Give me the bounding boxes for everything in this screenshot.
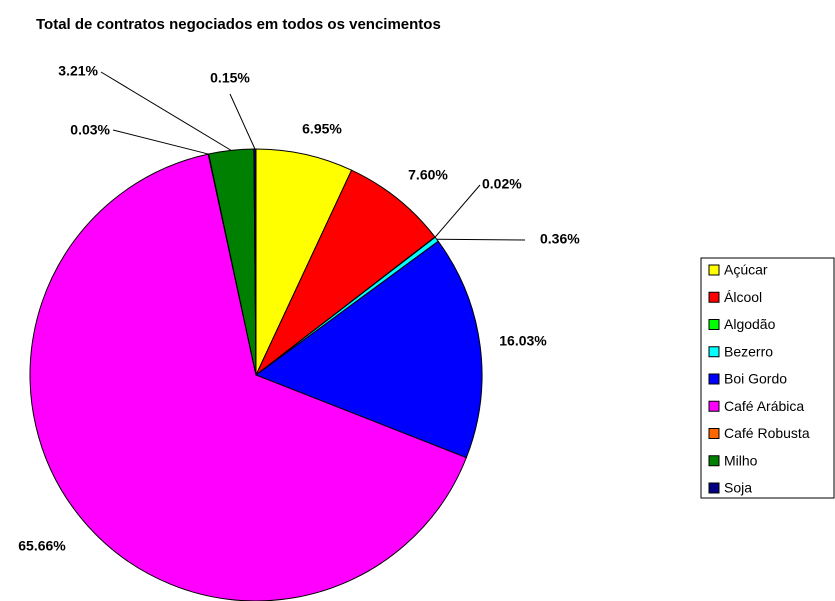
legend-swatch [708, 400, 720, 412]
data-label: 65.66% [18, 538, 66, 554]
legend-swatch [708, 291, 720, 303]
legend-box [700, 257, 835, 499]
legend-label: Soja [724, 480, 752, 496]
data-label: 7.60% [408, 167, 448, 183]
pie-slice [29, 153, 468, 601]
leader-line [434, 184, 481, 238]
legend-label: Milho [724, 452, 758, 468]
legend-label: Café Robusta [724, 425, 810, 441]
legend-swatch [708, 428, 720, 439]
legend-swatch [708, 264, 720, 276]
legend-label: Café Arábica [724, 398, 804, 414]
data-label: 0.02% [482, 176, 522, 192]
legend-label: Bezerro [724, 343, 773, 359]
pie-slice [255, 169, 436, 376]
data-label: 0.36% [540, 231, 580, 247]
legend-swatch [708, 373, 720, 385]
data-label: 0.03% [70, 122, 110, 138]
leader-line [229, 93, 256, 150]
leader-line [436, 238, 526, 241]
data-label: 6.95% [302, 121, 342, 137]
leader-line [100, 71, 232, 151]
legend-swatch [708, 346, 720, 358]
legend-label: Boi Gordo [724, 371, 787, 387]
chart-title: Total de contratos negociados em todos o… [36, 16, 441, 33]
pie-slice [254, 240, 483, 459]
legend-label: Algodão [724, 316, 776, 332]
leader-line [112, 129, 209, 155]
legend-swatch [708, 482, 720, 494]
legend-swatch [708, 455, 720, 467]
legend-label: Açúcar [724, 262, 768, 278]
data-label: 16.03% [499, 333, 547, 349]
data-label: 3.21% [58, 63, 98, 79]
data-label: 0.15% [210, 70, 250, 86]
legend-swatch [708, 319, 720, 330]
legend-label: Álcool [724, 289, 762, 305]
